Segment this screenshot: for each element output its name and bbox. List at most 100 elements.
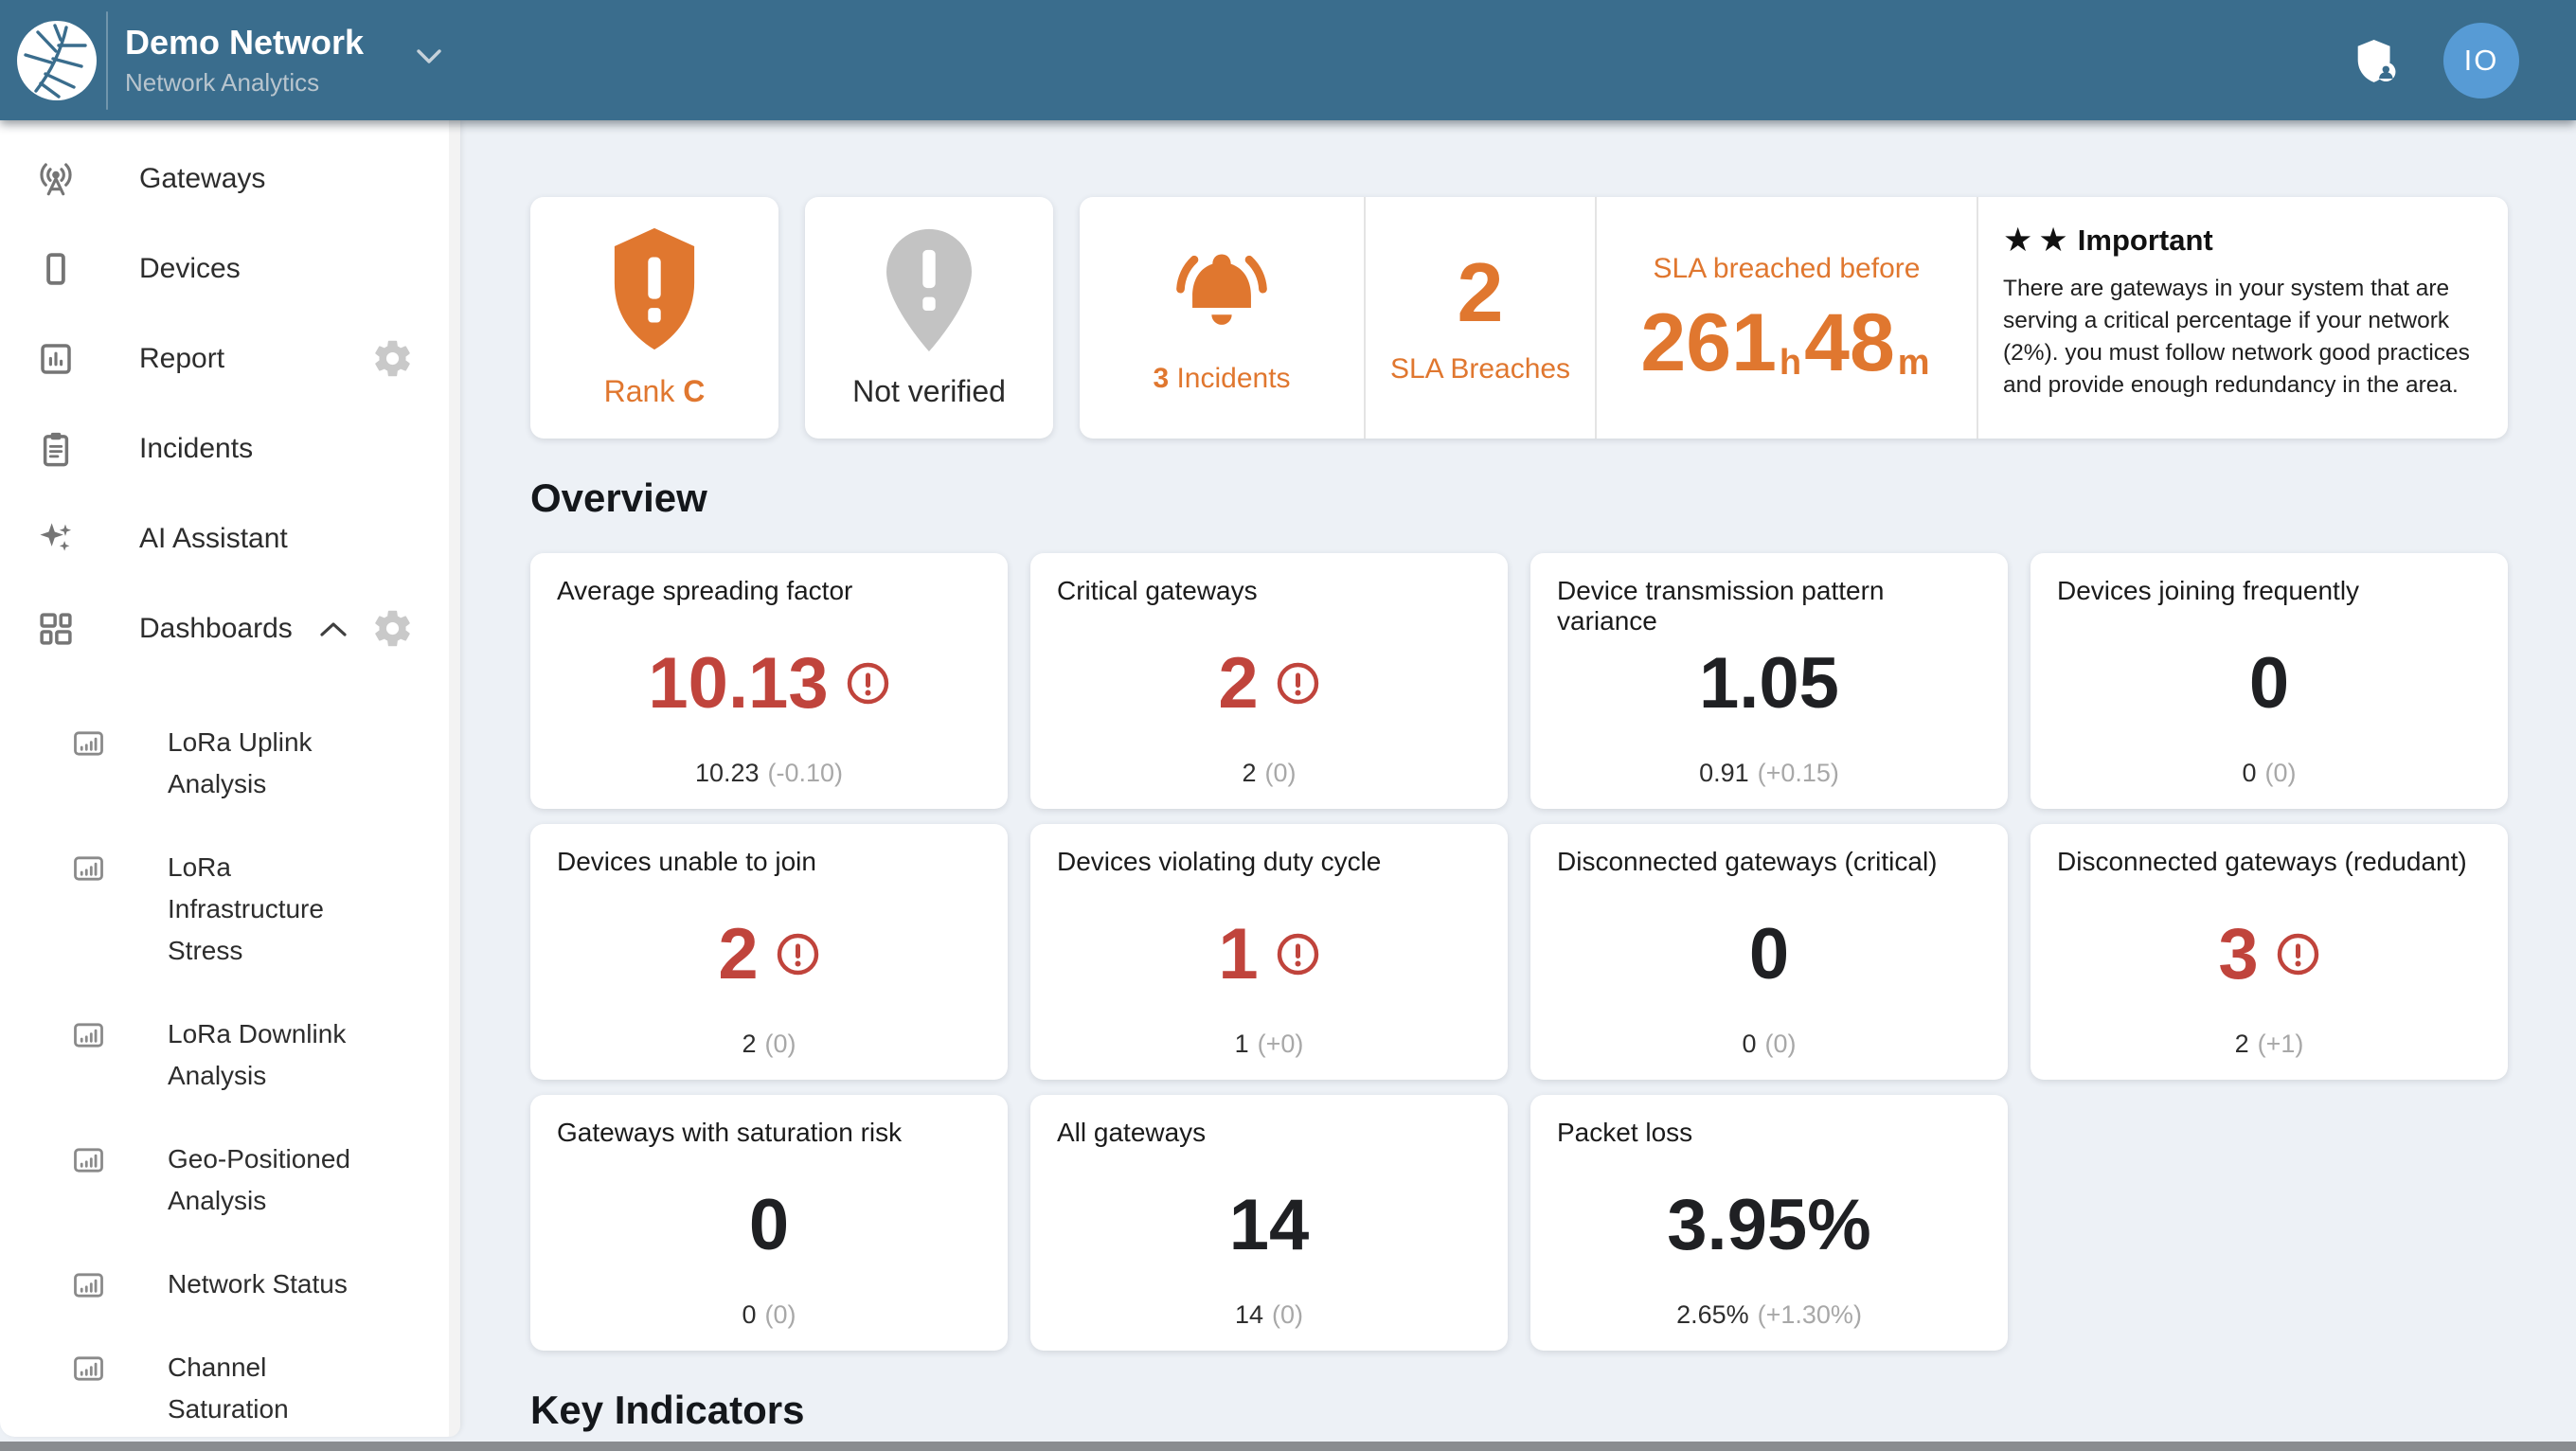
sla-breaches-segment: 2 SLA Breaches bbox=[1364, 197, 1595, 439]
sidebar-subitem-lora-uplink-analysis[interactable]: LoRa Uplink Analysis bbox=[0, 701, 460, 826]
kpi-card-devices-joining-frequently: Devices joining frequently 0 0 (0) bbox=[2030, 552, 2508, 809]
kpi-prev-value: 0 bbox=[2242, 758, 2257, 787]
sidebar-subitem-label: LoRa Infrastructure Stress bbox=[168, 852, 324, 965]
kpi-card-all-gateways: All gateways 14 14 (0) bbox=[1030, 1094, 1508, 1351]
org-switcher[interactable]: Demo Network Network Analytics bbox=[0, 0, 460, 120]
dashboard-widget-icon bbox=[71, 1022, 106, 1048]
sidebar-subitem-lora-downlink-analysis[interactable]: LoRa Downlink Analysis bbox=[0, 993, 460, 1118]
alarm-bell-icon bbox=[1176, 253, 1267, 325]
gear-icon[interactable] bbox=[371, 337, 414, 380]
kpi-card-disconnected-gateways-critical: Disconnected gateways (critical) 0 0 (0) bbox=[1530, 823, 2008, 1080]
pin-alert-icon bbox=[886, 228, 972, 352]
chevron-down-icon[interactable] bbox=[417, 49, 441, 64]
sidebar-subitem-geo-positioned-analysis[interactable]: Geo-Positioned Analysis bbox=[0, 1118, 460, 1243]
report-icon bbox=[36, 339, 76, 379]
incidents-label: 3 Incidents bbox=[1153, 362, 1291, 394]
sidebar-item-devices[interactable]: Devices bbox=[0, 224, 460, 313]
admin-shield-icon[interactable] bbox=[2356, 36, 2398, 85]
kpi-title: Critical gateways bbox=[1057, 575, 1258, 605]
kpi-prev-value: 2 bbox=[742, 1029, 757, 1058]
kpi-previous: 2 (0) bbox=[1030, 759, 1508, 788]
kpi-previous: 0 (0) bbox=[530, 1300, 1008, 1330]
gear-icon[interactable] bbox=[371, 607, 414, 650]
kpi-delta: (0) bbox=[764, 1029, 796, 1058]
chevron-up-icon[interactable] bbox=[319, 621, 348, 637]
kpi-value: 2 bbox=[1218, 642, 1259, 724]
kpi-delta: (+1) bbox=[2257, 1029, 2304, 1058]
kpi-card-average-spreading-factor: Average spreading factor 10.13 10.23 (-0.… bbox=[530, 552, 1008, 809]
sidebar-subitem-network-status[interactable]: Network Status bbox=[0, 1243, 460, 1326]
alert-circle-icon bbox=[2277, 934, 2318, 976]
kpi-value: 0 bbox=[2248, 642, 2290, 724]
kpi-previous: 1 (+0) bbox=[1030, 1030, 1508, 1059]
kpi-card-gateways-with-saturation-risk: Gateways with saturation risk 0 0 (0) bbox=[530, 1094, 1008, 1351]
sidebar-item-ai-assistant[interactable]: AI Assistant bbox=[0, 493, 460, 583]
sla-breached-before-value: 261 h 48 m bbox=[1640, 296, 1930, 388]
user-avatar[interactable]: IO bbox=[2443, 22, 2519, 99]
kpi-value: 1 bbox=[1218, 913, 1259, 994]
kpi-value: 14 bbox=[1228, 1184, 1310, 1265]
sidebar-item-label: Devices bbox=[139, 252, 241, 284]
device-icon bbox=[36, 249, 76, 289]
sla-breaches-value: 2 bbox=[1457, 244, 1504, 339]
sparkles-icon bbox=[36, 519, 76, 559]
sidebar-item-label: Gateways bbox=[139, 162, 266, 194]
sidebar-item-report[interactable]: Report bbox=[0, 313, 460, 403]
kpi-title: Devices violating duty cycle bbox=[1057, 846, 1382, 876]
kpi-previous: 14 (0) bbox=[1030, 1300, 1508, 1330]
kpi-value: 0 bbox=[1748, 913, 1790, 994]
kpi-value: 3.95% bbox=[1667, 1184, 1871, 1265]
sidebar-item-incidents[interactable]: Incidents bbox=[0, 403, 460, 493]
kpi-delta: (0) bbox=[1764, 1029, 1797, 1058]
kpi-previous: 2 (0) bbox=[530, 1030, 1008, 1059]
kpi-delta: (0) bbox=[1272, 1299, 1304, 1329]
alert-circle-icon bbox=[777, 934, 818, 976]
sidebar-item-label: AI Assistant bbox=[139, 522, 288, 554]
sidebar-subitem-channel-saturation[interactable]: Channel Saturation bbox=[0, 1326, 460, 1451]
kpi-card-devices-violating-duty-cycle: Devices violating duty cycle 1 1 (+0) bbox=[1030, 823, 1508, 1080]
kpi-card-packet-loss: Packet loss 3.95% 2.65% (+1.30%) bbox=[1530, 1094, 2008, 1351]
incidents-segment: 3 Incidents bbox=[1080, 197, 1364, 439]
org-name: Demo Network bbox=[125, 22, 365, 62]
alert-circle-icon bbox=[1277, 934, 1318, 976]
sidebar-item-label: Dashboards bbox=[139, 612, 293, 644]
sidebar: Gateways Devices Report Incidents AI Ass… bbox=[0, 120, 460, 1437]
important-body: There are gateways in your system that a… bbox=[2003, 276, 2470, 398]
kpi-card-critical-gateways: Critical gateways 2 2 (0) bbox=[1030, 552, 1508, 809]
dashboard-widget-icon bbox=[71, 1147, 106, 1173]
kpi-previous: 2.65% (+1.30%) bbox=[1530, 1300, 2008, 1330]
kpi-delta: (0) bbox=[2264, 758, 2297, 787]
rank-shield-alert-icon bbox=[614, 227, 695, 350]
kpi-title: Device transmission pattern variance bbox=[1557, 575, 1885, 636]
sidebar-dashboards-list: LoRa Uplink Analysis LoRa Infrastructure… bbox=[0, 701, 460, 1451]
kpi-title: Devices unable to join bbox=[557, 846, 816, 876]
window-edge bbox=[0, 1442, 2576, 1451]
grid-icon bbox=[36, 609, 76, 649]
kpi-previous: 10.23 (-0.10) bbox=[530, 759, 1008, 788]
sidebar-item-gateways[interactable]: Gateways bbox=[0, 134, 460, 224]
kpi-value: 10.13 bbox=[648, 642, 829, 724]
sidebar-item-label: Incidents bbox=[139, 432, 254, 464]
kpi-title: Disconnected gateways (critical) bbox=[1557, 846, 1938, 876]
rank-card: Rank C bbox=[530, 197, 778, 439]
sla-breached-before-segment: SLA breached before 261 h 48 m bbox=[1595, 197, 1977, 439]
brand-logo-icon bbox=[17, 20, 97, 100]
sidebar-subitem-lora-infrastructure-stress[interactable]: LoRa Infrastructure Stress bbox=[0, 826, 460, 993]
kpi-prev-value: 2 bbox=[2234, 1029, 2249, 1058]
app-name: Network Analytics bbox=[125, 68, 320, 98]
sidebar-subitem-label: LoRa Downlink Analysis bbox=[168, 1019, 347, 1090]
clipboard-icon bbox=[36, 429, 76, 469]
kpi-card-devices-unable-to-join: Devices unable to join 2 2 (0) bbox=[530, 823, 1008, 1080]
key-indicators-heading: Key Indicators bbox=[530, 1387, 805, 1432]
kpi-prev-value: 14 bbox=[1234, 1299, 1264, 1329]
kpi-prev-value: 0.91 bbox=[1699, 758, 1749, 787]
status-row: Rank C Not verified bbox=[530, 197, 2508, 439]
sidebar-nav: Gateways Devices Report Incidents AI Ass… bbox=[0, 120, 460, 673]
kpi-delta: (-0.10) bbox=[767, 758, 844, 787]
stars-icon: ★★ bbox=[2003, 221, 2074, 260]
kpi-delta: (+1.30%) bbox=[1757, 1299, 1862, 1329]
sidebar-item-dashboards[interactable]: Dashboards bbox=[0, 583, 460, 673]
overview-grid: Average spreading factor 10.13 10.23 (-0.… bbox=[530, 552, 2508, 1351]
kpi-title: Devices joining frequently bbox=[2057, 575, 2360, 605]
dashboard-widget-icon bbox=[71, 730, 106, 757]
